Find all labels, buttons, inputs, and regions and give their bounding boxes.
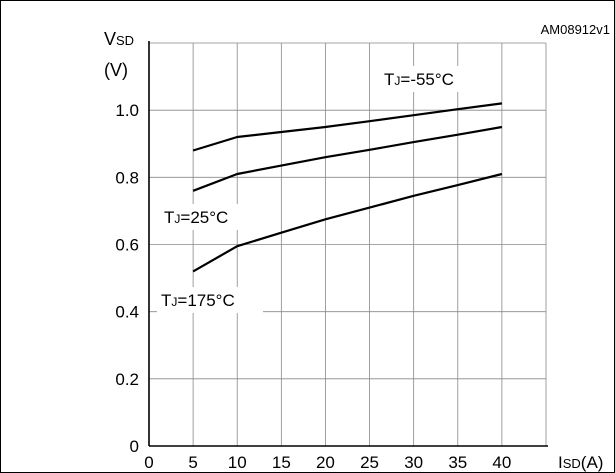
series-label-bg [380,66,486,92]
x-tick-label: 20 [316,453,335,472]
y-tick-label: 0.4 [115,303,139,322]
x-tick-label: 5 [188,453,197,472]
x-tick-label: 40 [492,453,511,472]
series-label-group: TJ=175°C [157,287,263,313]
series-line [192,125,503,192]
series-line [192,172,503,273]
series-label: TJ=25°C [164,208,228,227]
y-tick-label: 1.0 [115,101,139,120]
x-tick-label: 15 [272,453,291,472]
series-label-group: TJ=25°C [160,204,266,230]
series-label-group: TJ=-55°C [380,66,486,92]
y-axis-unit: (V) [104,60,128,80]
series-label: TJ=175°C [161,291,235,310]
y-axis-label: VSD [104,29,134,49]
y-tick-label: 0.6 [115,236,139,255]
series-label-bg [157,287,263,313]
y-tick-label: 0.2 [115,370,139,389]
x-tick-label: 25 [360,453,379,472]
x-tick-label: 0 [144,453,153,472]
x-tick-label: 30 [404,453,423,472]
y-tick-label: 0 [130,437,139,456]
figure-id: AM08912v1 [541,22,610,37]
series-line [192,102,503,152]
y-tick-label: 0.8 [115,168,139,187]
series-label: TJ=-55°C [384,70,454,89]
series-label-bg [160,204,266,230]
x-axis-label: ISD(A) [558,453,603,472]
x-tick-label: 10 [228,453,247,472]
x-tick-label: 35 [448,453,467,472]
